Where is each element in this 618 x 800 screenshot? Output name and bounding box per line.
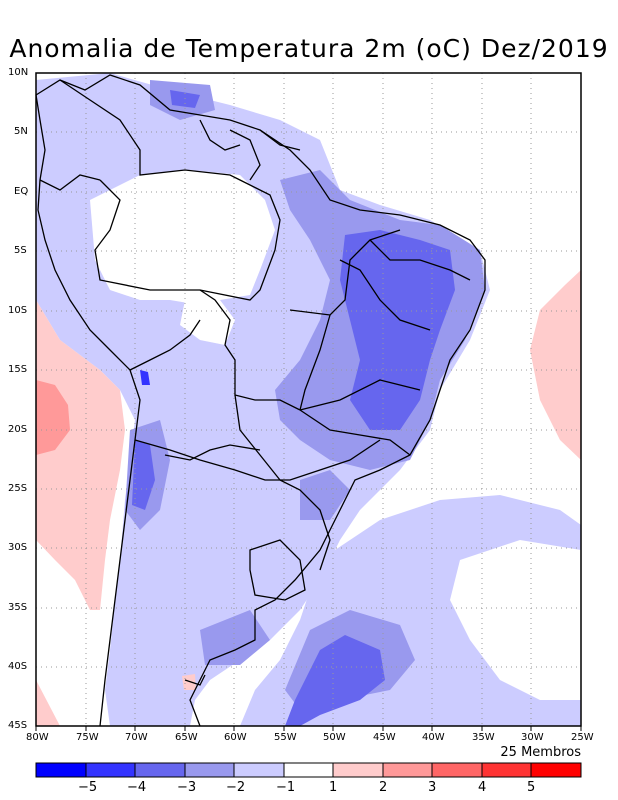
lon-label: 55W — [274, 732, 297, 743]
legend-swatch — [283, 762, 334, 778]
lon-label: 40W — [422, 732, 445, 743]
lon-label: 50W — [323, 732, 346, 743]
legend-label: 1 — [329, 780, 338, 795]
lat-label: 25S — [8, 483, 28, 494]
political-boundaries — [35, 74, 486, 727]
legend-label: 3 — [428, 780, 437, 795]
lat-label: 35S — [8, 602, 28, 613]
lon-label: 60W — [224, 732, 247, 743]
legend-swatch — [382, 762, 433, 778]
legend-swatch — [35, 762, 87, 778]
legend-colorbar — [35, 762, 582, 778]
anomaly-area-pacific-pink — [36, 300, 125, 610]
lon-label: 65W — [175, 732, 198, 743]
legend-swatch — [530, 762, 582, 778]
anomaly-area-neutral-amazon — [90, 170, 275, 305]
lat-label: EQ — [14, 186, 29, 197]
legend-label: −4 — [127, 780, 147, 795]
lat-label: 10S — [8, 305, 28, 316]
lat-label: 15S — [8, 364, 28, 375]
legend-label: −3 — [177, 780, 197, 795]
lat-label: 45S — [8, 720, 28, 731]
legend-label: −2 — [226, 780, 246, 795]
lat-label: 20S — [8, 424, 28, 435]
lat-label: 30S — [8, 542, 28, 553]
legend-swatch — [332, 762, 384, 778]
anomaly-area-dark-blue — [340, 230, 455, 430]
legend-label: 5 — [527, 780, 536, 795]
lon-label: 25W — [571, 732, 594, 743]
legend-swatch — [481, 762, 532, 778]
lon-label: 80W — [26, 732, 49, 743]
lat-label: 5N — [14, 126, 28, 137]
legend-swatch — [431, 762, 483, 778]
lat-label: 5S — [14, 245, 27, 256]
legend-label: 4 — [478, 780, 487, 795]
legend-swatch — [184, 762, 235, 778]
lon-label: 35W — [472, 732, 495, 743]
map-frame — [35, 72, 582, 727]
legend-swatch — [85, 762, 136, 778]
legend-label: −5 — [78, 780, 98, 795]
legend-label: 2 — [379, 780, 388, 795]
lon-label: 45W — [373, 732, 396, 743]
anomaly-area-atlantic-pink — [530, 270, 581, 460]
legend-swatch — [134, 762, 186, 778]
ensemble-members-label: 25 Membros — [500, 745, 581, 760]
lon-label: 30W — [521, 732, 544, 743]
anomaly-area-atlantic-dark — [285, 635, 385, 726]
lat-label: 40S — [8, 661, 28, 672]
legend-swatch — [233, 762, 285, 778]
lon-label: 70W — [125, 732, 148, 743]
legend-label: −1 — [276, 780, 296, 795]
map-title: Anomalia de Temperatura 2m (oC) Dez/2019 — [9, 34, 609, 63]
lon-label: 75W — [76, 732, 99, 743]
lat-label: 10N — [8, 67, 29, 78]
graticule — [36, 73, 581, 726]
